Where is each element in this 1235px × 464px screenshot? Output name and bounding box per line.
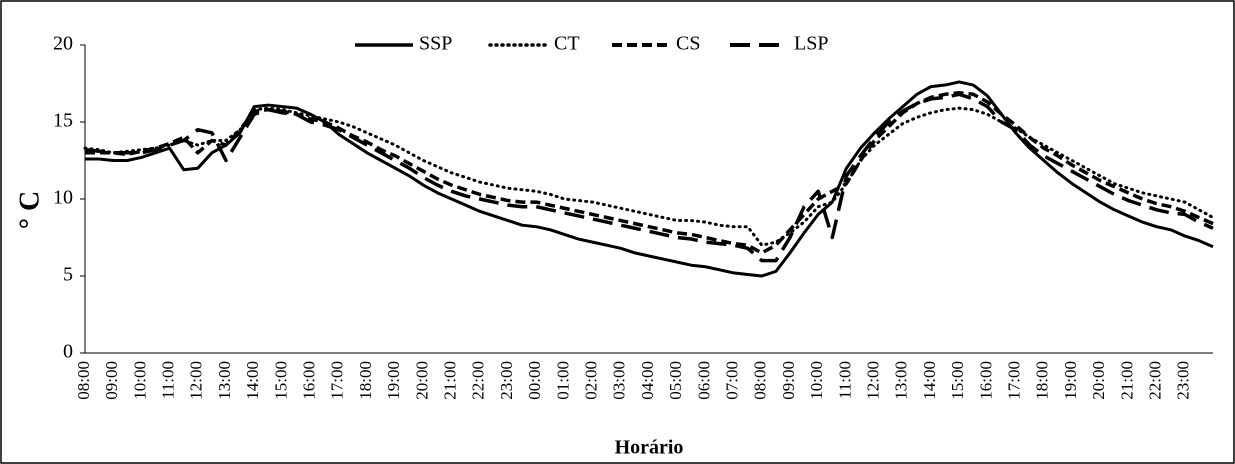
x-tick-label: 13:00 (892, 361, 911, 400)
x-tick-label: 13:00 (215, 361, 234, 400)
x-tick-label: 10:00 (807, 361, 826, 400)
x-tick-label: 15:00 (948, 361, 967, 400)
x-tick-label: 00:00 (525, 361, 544, 400)
x-tick-label: 09:00 (102, 361, 121, 400)
x-tick-label: 01:00 (553, 361, 572, 400)
x-tick-label: 11:00 (159, 361, 178, 399)
x-tick-label: 16:00 (976, 361, 995, 400)
y-tick-label: 10 (53, 187, 73, 209)
x-tick-label: 06:00 (694, 361, 713, 400)
x-tick-label: 18:00 (356, 361, 375, 400)
x-tick-label: 02:00 (582, 361, 601, 400)
x-axis-title: Horário (615, 437, 684, 459)
x-tick-label: 22:00 (1146, 361, 1165, 400)
x-tick-label: 12:00 (864, 361, 883, 400)
x-tick-label: 17:00 (328, 361, 347, 400)
x-tick-label: 14:00 (920, 361, 939, 400)
legend-label: CS (676, 33, 700, 55)
x-tick-label: 19:00 (384, 361, 403, 400)
y-tick-label: 20 (53, 33, 73, 55)
x-tick-label: 04:00 (638, 361, 657, 400)
series-line (85, 80, 1214, 278)
x-tick-label: 10:00 (130, 361, 149, 400)
x-tick-label: 08:00 (751, 361, 770, 400)
x-tick-label: 07:00 (723, 361, 742, 400)
x-tick-label: 21:00 (1117, 361, 1136, 400)
x-tick-label: 19:00 (1061, 361, 1080, 400)
y-tick-label: 0 (63, 341, 73, 363)
x-tick-label: 16:00 (300, 361, 319, 400)
x-tick-label: 03:00 (610, 361, 629, 400)
y-axis-title: ° C (14, 191, 45, 229)
x-tick-label: 21:00 (441, 361, 460, 400)
y-tick-label: 15 (53, 110, 73, 132)
x-tick-label: 09:00 (779, 361, 798, 400)
x-tick-label: 15:00 (271, 361, 290, 400)
legend-label: CT (554, 33, 580, 55)
x-tick-label: 11:00 (835, 361, 854, 399)
x-tick-label: 20:00 (1089, 361, 1108, 400)
x-tick-label: 18:00 (1033, 361, 1052, 400)
y-tick-label: 5 (63, 264, 73, 286)
x-tick-label: 12:00 (187, 361, 206, 400)
legend-label: SSP (419, 33, 452, 55)
x-tick-label: 05:00 (666, 361, 685, 400)
x-tick-label: 23:00 (497, 361, 516, 400)
x-tick-label: 23:00 (1174, 361, 1193, 400)
x-tick-label: 14:00 (243, 361, 262, 400)
series-line (84, 92, 1214, 263)
x-tick-label: 17:00 (1005, 361, 1024, 400)
x-tick-label: 20:00 (412, 361, 431, 400)
x-tick-label: 22:00 (469, 361, 488, 400)
x-tick-label: 08:00 (74, 361, 93, 400)
legend-label: LSP (794, 33, 828, 55)
